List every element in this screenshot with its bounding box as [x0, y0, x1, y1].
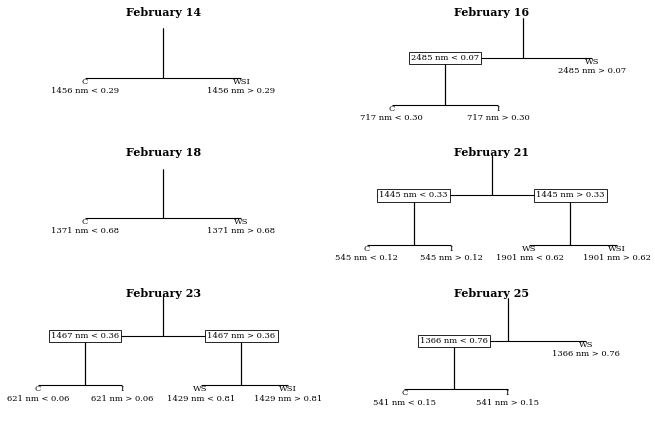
Text: WSI
1901 nm > 0.62: WSI 1901 nm > 0.62 — [583, 245, 651, 262]
Text: C
717 nm < 0.30: C 717 nm < 0.30 — [360, 104, 423, 122]
Text: 1467 nm > 0.36: 1467 nm > 0.36 — [208, 332, 276, 340]
Text: February 16: February 16 — [455, 7, 529, 18]
Text: WS
1901 nm < 0.62: WS 1901 nm < 0.62 — [496, 245, 563, 262]
Text: WSI
1456 nm > 0.29: WSI 1456 nm > 0.29 — [208, 78, 276, 95]
Text: WS
1371 nm > 0.68: WS 1371 nm > 0.68 — [208, 218, 276, 235]
Text: WS
2485 nm > 0.07: WS 2485 nm > 0.07 — [558, 58, 626, 75]
Text: WS
1429 nm < 0.81: WS 1429 nm < 0.81 — [166, 385, 234, 403]
Text: WS
1366 nm > 0.76: WS 1366 nm > 0.76 — [552, 341, 620, 358]
Text: 1445 nm > 0.33: 1445 nm > 0.33 — [536, 192, 605, 200]
Text: C
545 nm < 0.12: C 545 nm < 0.12 — [335, 245, 398, 262]
Text: February 18: February 18 — [126, 147, 200, 158]
Text: C
1371 nm < 0.68: C 1371 nm < 0.68 — [51, 218, 119, 235]
Text: WSI
1429 nm > 0.81: WSI 1429 nm > 0.81 — [254, 385, 322, 403]
Text: February 23: February 23 — [126, 288, 200, 299]
Text: I
545 nm > 0.12: I 545 nm > 0.12 — [420, 245, 483, 262]
Text: February 21: February 21 — [455, 147, 529, 158]
Text: I
717 nm > 0.30: I 717 nm > 0.30 — [467, 104, 529, 122]
Text: 2485 nm < 0.07: 2485 nm < 0.07 — [411, 54, 479, 62]
Text: C
621 nm < 0.06: C 621 nm < 0.06 — [7, 385, 69, 403]
Text: February 25: February 25 — [455, 288, 529, 299]
Text: 1445 nm < 0.33: 1445 nm < 0.33 — [379, 192, 448, 200]
Text: C
1456 nm < 0.29: C 1456 nm < 0.29 — [51, 78, 119, 95]
Text: 1467 nm < 0.36: 1467 nm < 0.36 — [51, 332, 119, 340]
Text: 1366 nm < 0.76: 1366 nm < 0.76 — [421, 337, 488, 345]
Text: February 14: February 14 — [126, 7, 200, 18]
Text: I
541 nm > 0.15: I 541 nm > 0.15 — [476, 389, 539, 407]
Text: I
621 nm > 0.06: I 621 nm > 0.06 — [91, 385, 153, 403]
Text: C
541 nm < 0.15: C 541 nm < 0.15 — [373, 389, 436, 407]
